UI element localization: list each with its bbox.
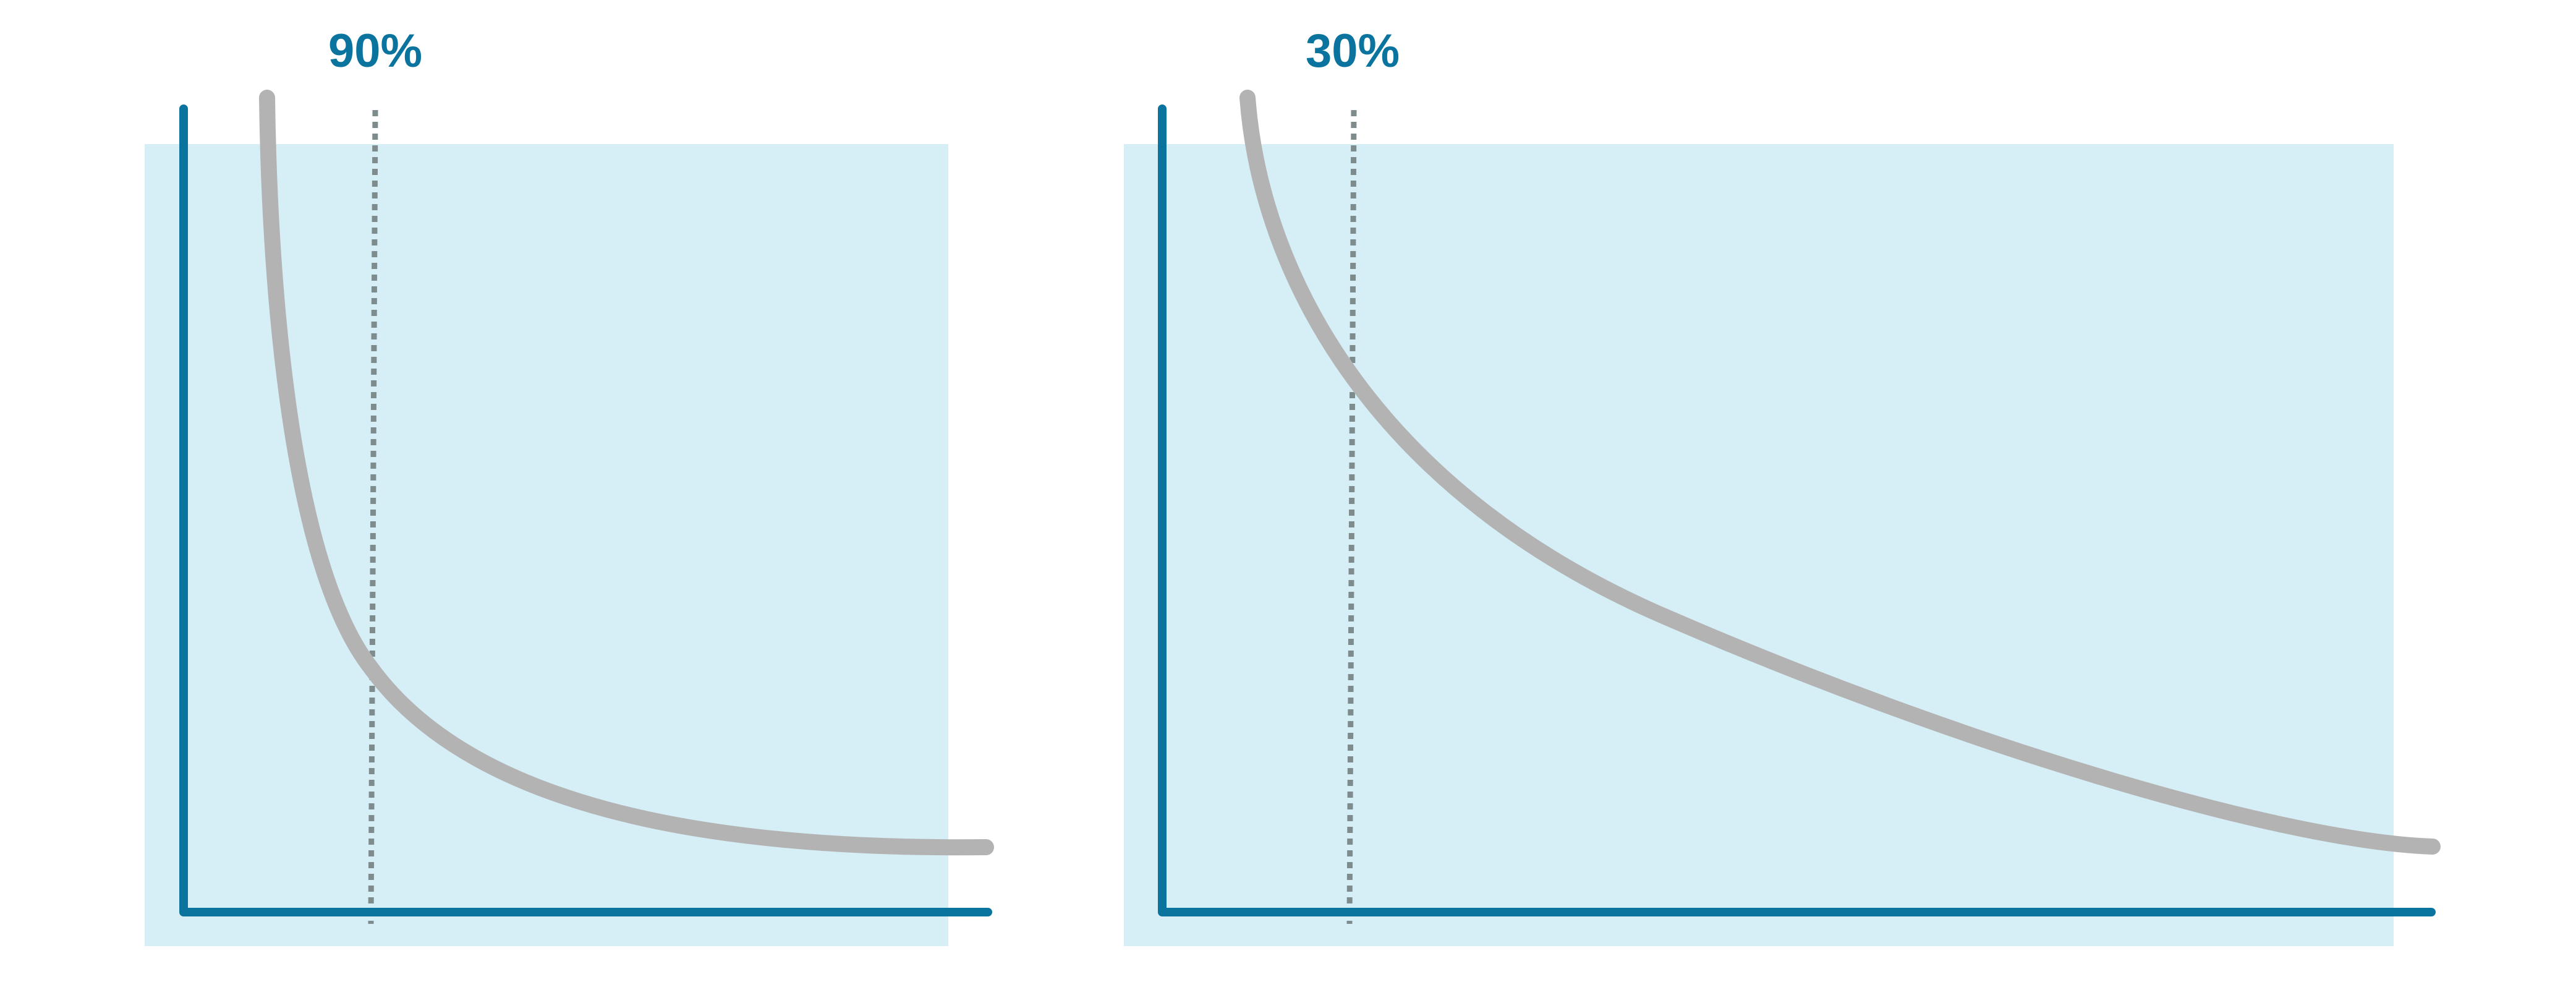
chart-left: 90%	[145, 25, 994, 946]
right-axis	[1158, 105, 2436, 916]
left-curve	[259, 90, 994, 856]
left-marker-label: 90%	[328, 25, 422, 77]
left-chart-shadow	[145, 144, 948, 946]
right-marker-label: 30%	[1306, 25, 1400, 77]
left-axis	[179, 105, 992, 916]
chart-right: 30%	[1124, 25, 2441, 946]
right-chart-shadow	[1124, 144, 2394, 946]
right-curve	[1239, 90, 2441, 855]
